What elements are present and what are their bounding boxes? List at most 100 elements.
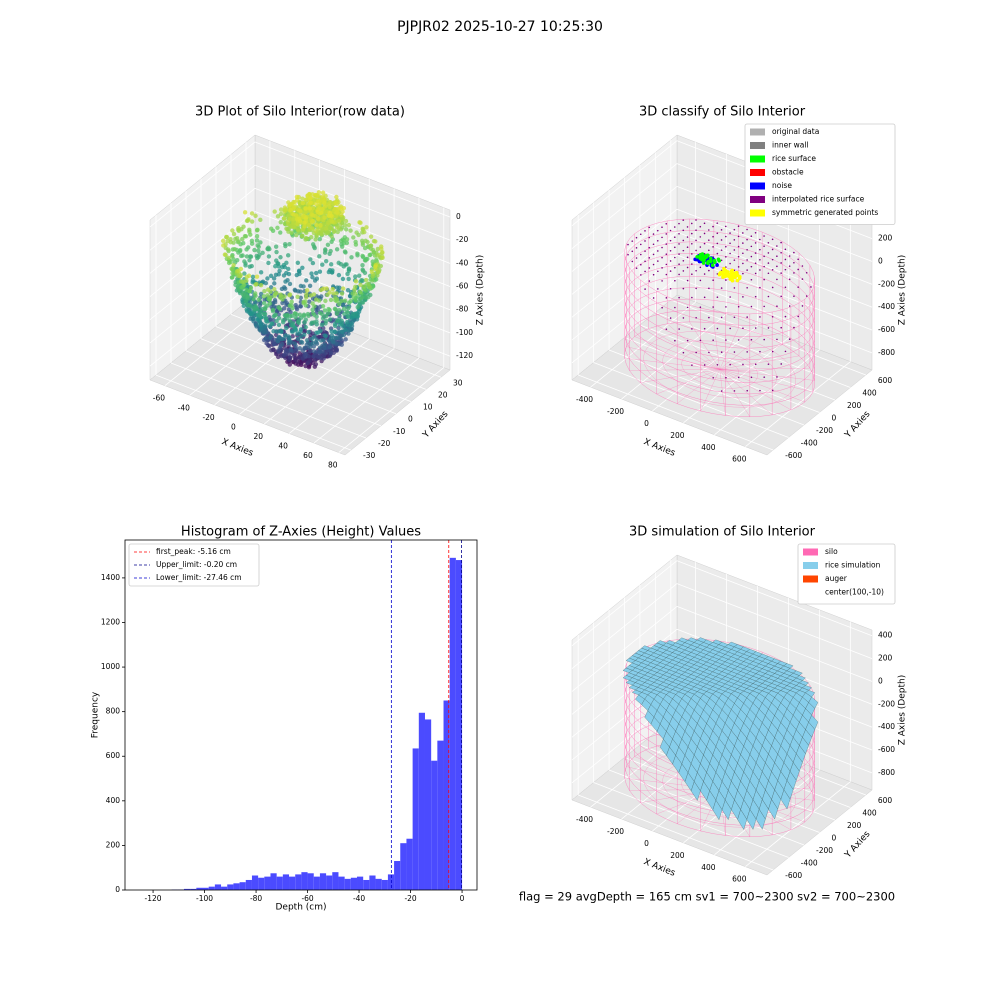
y-tick-label: 20 bbox=[438, 390, 448, 399]
silo-floor-spoke bbox=[719, 369, 773, 416]
surface-point bbox=[699, 266, 702, 269]
surface-point bbox=[742, 327, 744, 330]
surface-cell bbox=[755, 809, 766, 830]
bar bbox=[357, 876, 364, 890]
point bbox=[358, 282, 363, 288]
surface-point bbox=[644, 240, 646, 242]
point bbox=[317, 269, 323, 274]
silo-floor-spoke bbox=[689, 321, 720, 370]
point bbox=[353, 274, 358, 279]
point bbox=[273, 312, 278, 317]
point bbox=[343, 218, 349, 224]
surface-point bbox=[674, 266, 676, 269]
point bbox=[229, 266, 234, 272]
surface-point bbox=[708, 287, 710, 290]
y-tick-label: -200 bbox=[816, 426, 833, 435]
point bbox=[284, 270, 289, 276]
point bbox=[279, 337, 285, 342]
surface-point bbox=[725, 235, 727, 238]
x-tick-label: -60 bbox=[153, 394, 165, 403]
point bbox=[263, 323, 268, 329]
y-tick-label: 0 bbox=[832, 414, 837, 423]
point bbox=[225, 238, 230, 244]
plot-content bbox=[622, 637, 819, 838]
grid-line bbox=[608, 190, 805, 426]
point bbox=[300, 233, 305, 238]
surface-point bbox=[703, 242, 706, 245]
legend-label: rice simulation bbox=[825, 561, 881, 570]
y-tick-label: 600 bbox=[106, 751, 121, 760]
bar bbox=[338, 876, 345, 890]
surface-point bbox=[746, 316, 748, 318]
grid-line bbox=[571, 583, 873, 669]
surface-point bbox=[661, 256, 663, 259]
point bbox=[310, 331, 316, 336]
point bbox=[360, 300, 366, 305]
point bbox=[355, 305, 360, 310]
surface-point bbox=[678, 232, 680, 235]
point bbox=[313, 201, 319, 207]
point bbox=[317, 254, 322, 259]
y-tick-label: -600 bbox=[785, 451, 802, 460]
bar bbox=[183, 888, 191, 890]
bar bbox=[289, 876, 296, 890]
point bbox=[258, 270, 264, 275]
point bbox=[273, 244, 279, 249]
point bbox=[302, 224, 307, 229]
z-tick-label: 200 bbox=[878, 654, 893, 663]
point bbox=[347, 327, 352, 333]
subplot-title: Histogram of Z-Axies (Height) Values bbox=[181, 525, 421, 540]
surface-point bbox=[759, 238, 761, 241]
point bbox=[318, 287, 324, 293]
surface-point bbox=[695, 249, 697, 252]
bar bbox=[202, 887, 209, 890]
surface-point bbox=[712, 377, 714, 379]
point bbox=[332, 306, 338, 312]
point bbox=[220, 238, 226, 244]
point bbox=[302, 332, 307, 337]
point bbox=[224, 234, 230, 240]
surface-point bbox=[746, 269, 748, 271]
surface-point bbox=[729, 327, 731, 330]
surface-point bbox=[673, 246, 676, 249]
point bbox=[343, 227, 349, 232]
surface-point bbox=[720, 287, 723, 289]
point bbox=[307, 349, 313, 354]
point bbox=[304, 295, 309, 300]
x-tick-label: 80 bbox=[328, 461, 338, 470]
bar bbox=[455, 560, 463, 890]
surface-point bbox=[771, 238, 774, 241]
z-tick-label: -200 bbox=[878, 699, 895, 708]
point bbox=[268, 295, 273, 300]
point bbox=[353, 279, 359, 284]
point bbox=[347, 323, 353, 328]
point bbox=[329, 329, 334, 334]
bar bbox=[276, 876, 283, 890]
point bbox=[355, 251, 360, 256]
surface-point bbox=[682, 270, 685, 272]
surface-point bbox=[759, 316, 761, 318]
y-tick-label: 0 bbox=[832, 834, 837, 843]
point bbox=[334, 247, 340, 252]
surface-point bbox=[729, 296, 731, 298]
x-tick-label: -100 bbox=[196, 894, 213, 903]
point bbox=[334, 225, 340, 230]
point bbox=[304, 230, 309, 236]
point bbox=[257, 302, 263, 308]
x-tick-label: -80 bbox=[250, 894, 262, 903]
point bbox=[311, 344, 317, 349]
point bbox=[301, 313, 307, 318]
surface-point bbox=[784, 268, 787, 271]
point bbox=[253, 213, 258, 219]
point bbox=[336, 272, 342, 278]
surface-point bbox=[725, 245, 727, 248]
grid-line bbox=[571, 560, 873, 647]
surface-point bbox=[780, 251, 782, 254]
point bbox=[267, 343, 272, 349]
point bbox=[353, 242, 359, 247]
cluster-point bbox=[700, 255, 704, 260]
point bbox=[295, 294, 300, 300]
point bbox=[272, 287, 277, 292]
point bbox=[266, 254, 272, 259]
